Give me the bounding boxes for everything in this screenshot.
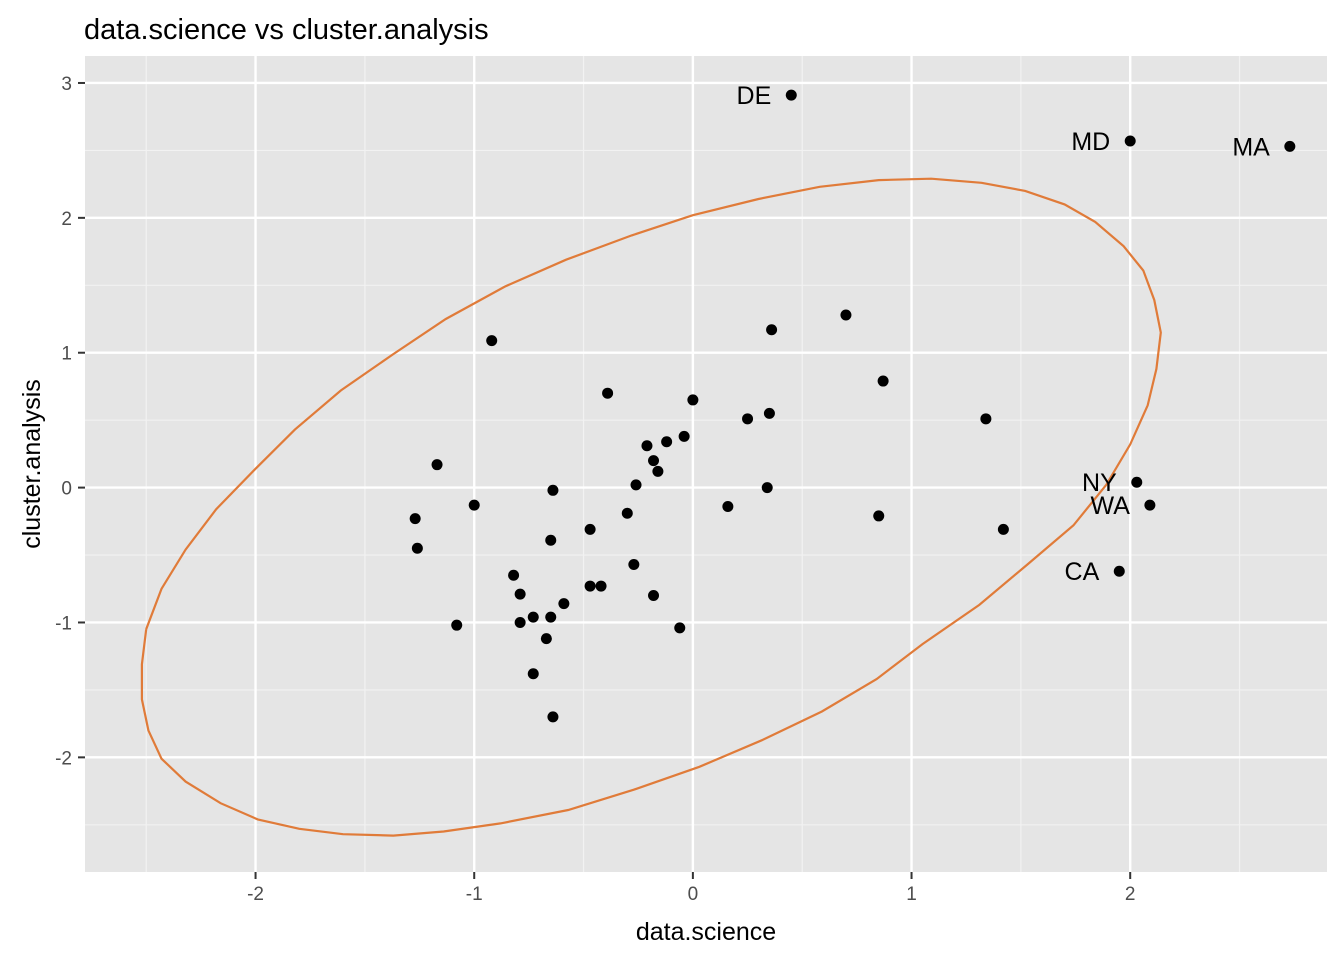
data-point (628, 558, 640, 570)
y-axis-ticks: -2 -1 0 1 2 3 (55, 74, 85, 769)
point-label: MD (1071, 128, 1110, 156)
data-point (595, 580, 607, 592)
y-tick-label: 1 (61, 344, 72, 365)
data-point (514, 588, 526, 600)
data-point (873, 510, 885, 522)
x-tick-label: 2 (1125, 884, 1136, 905)
x-tick-label: -2 (247, 884, 264, 905)
point-label: MA (1232, 133, 1270, 161)
x-tick-label: -1 (466, 884, 483, 905)
major-gridlines (85, 56, 1327, 872)
data-point (1113, 565, 1125, 577)
data-point (540, 633, 552, 645)
data-point (411, 542, 423, 554)
data-point (678, 430, 690, 442)
data-point (877, 375, 889, 387)
data-point (722, 500, 734, 512)
point-label: CA (1065, 558, 1100, 586)
data-point (661, 436, 673, 448)
data-point (545, 611, 557, 623)
data-point (742, 413, 754, 425)
y-tick-label: -1 (55, 613, 72, 634)
data-point (558, 598, 570, 610)
chart-title: data.science vs cluster.analysis (84, 14, 489, 46)
data-point (451, 619, 463, 631)
x-tick-label: 1 (906, 884, 917, 905)
data-point (508, 569, 520, 581)
point-label: WA (1091, 492, 1131, 520)
x-axis-ticks: -2 -1 0 1 2 (247, 872, 1135, 905)
x-axis-title: data.science (636, 918, 776, 946)
data-point (652, 465, 664, 477)
y-tick-label: 2 (61, 209, 72, 230)
data-point (545, 534, 557, 546)
data-point (584, 523, 596, 535)
y-axis-title: cluster.analysis (18, 379, 46, 549)
data-point (547, 711, 559, 723)
data-point (527, 668, 539, 680)
data-point (1131, 476, 1143, 488)
confidence-ellipse-layer (140, 177, 1162, 837)
data-point (431, 459, 443, 471)
data-point (766, 324, 778, 336)
data-point (840, 309, 852, 321)
data-point (674, 622, 686, 634)
data-points-layer (409, 89, 1296, 723)
data-point (687, 394, 699, 406)
data-point (1124, 135, 1136, 147)
data-point (761, 482, 773, 494)
y-tick-label: 0 (61, 479, 72, 500)
data-point (621, 507, 633, 519)
data-point (648, 455, 660, 467)
data-point (641, 440, 653, 452)
data-point (514, 616, 526, 628)
data-point (648, 590, 660, 602)
data-point (527, 611, 539, 623)
confidence-ellipse (140, 177, 1162, 837)
y-tick-label: 3 (61, 74, 72, 95)
data-point (547, 484, 559, 496)
data-point (630, 479, 642, 491)
data-point (785, 89, 797, 101)
data-point (763, 407, 775, 419)
plot-panel (85, 56, 1327, 872)
data-point (602, 387, 614, 399)
data-point (486, 335, 498, 347)
data-point (584, 580, 596, 592)
y-tick-label: -2 (55, 748, 72, 769)
data-point (468, 499, 480, 511)
data-point (1284, 140, 1296, 152)
point-label: NY (1082, 469, 1117, 497)
x-tick-label: 0 (688, 884, 699, 905)
point-label: DE (737, 82, 772, 110)
minor-gridlines (85, 56, 1327, 872)
data-point (997, 523, 1009, 535)
data-point (1144, 499, 1156, 511)
data-point (980, 413, 992, 425)
data-point (409, 513, 421, 525)
